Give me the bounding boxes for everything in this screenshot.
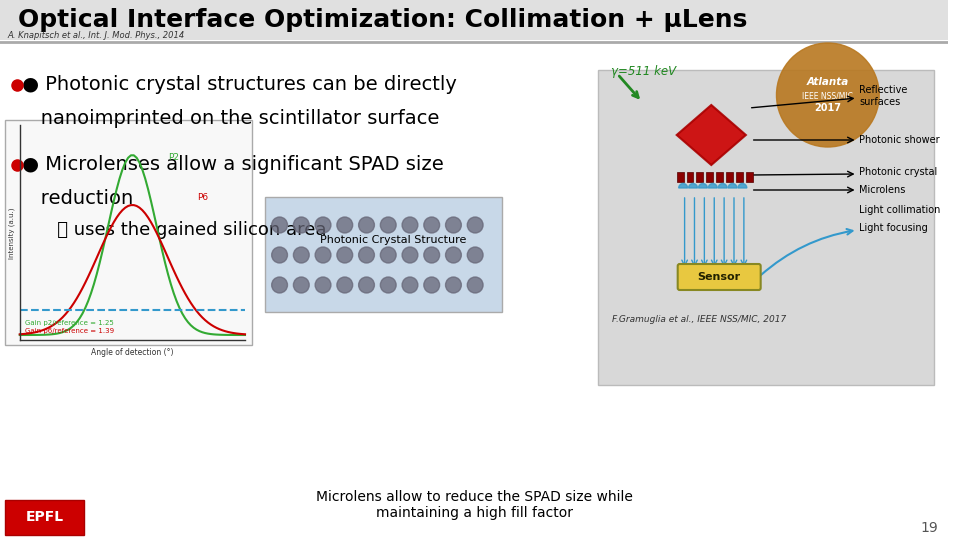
Text: F.Gramuglia et al., IEEE NSS/MIC, 2017: F.Gramuglia et al., IEEE NSS/MIC, 2017: [612, 315, 787, 325]
FancyBboxPatch shape: [677, 172, 684, 182]
Text: Angle of detection (°): Angle of detection (°): [91, 348, 174, 357]
Polygon shape: [738, 184, 747, 188]
Text: 19: 19: [921, 521, 939, 535]
FancyBboxPatch shape: [736, 172, 743, 182]
Circle shape: [423, 277, 440, 293]
Circle shape: [294, 247, 309, 263]
FancyBboxPatch shape: [598, 70, 933, 385]
Text: 2017: 2017: [814, 103, 841, 113]
Text: Gain p2/reference = 1.25: Gain p2/reference = 1.25: [25, 320, 113, 326]
Circle shape: [294, 217, 309, 233]
Text: P2: P2: [168, 153, 179, 162]
Text: Reflective
surfaces: Reflective surfaces: [859, 85, 908, 107]
FancyBboxPatch shape: [678, 264, 760, 290]
Circle shape: [468, 277, 483, 293]
Circle shape: [402, 217, 418, 233]
Polygon shape: [728, 184, 737, 188]
FancyBboxPatch shape: [0, 0, 948, 40]
Text: P6: P6: [198, 193, 208, 202]
Circle shape: [777, 43, 879, 147]
Circle shape: [272, 217, 287, 233]
Text: Gain p6/reference = 1.39: Gain p6/reference = 1.39: [25, 328, 114, 334]
Circle shape: [315, 247, 331, 263]
Text: Intensity (a.u.): Intensity (a.u.): [9, 207, 15, 259]
Text: γ=511 keV: γ=511 keV: [611, 65, 676, 78]
Text: ● Microlenses allow a significant SPAD size: ● Microlenses allow a significant SPAD s…: [22, 156, 444, 174]
FancyBboxPatch shape: [265, 197, 502, 312]
Text: nanoimprinted on the scintillator surface: nanoimprinted on the scintillator surfac…: [22, 109, 439, 127]
Circle shape: [337, 247, 352, 263]
Text: Microlens allow to reduce the SPAD size while
maintaining a high fill factor: Microlens allow to reduce the SPAD size …: [316, 490, 633, 520]
Text: Sensor: Sensor: [698, 272, 741, 282]
FancyBboxPatch shape: [5, 500, 84, 535]
Circle shape: [359, 247, 374, 263]
Circle shape: [337, 277, 352, 293]
Circle shape: [402, 277, 418, 293]
Text: A. Knapitsch et al., Int. J. Mod. Phys., 2014: A. Knapitsch et al., Int. J. Mod. Phys.,…: [8, 30, 185, 39]
FancyBboxPatch shape: [686, 172, 693, 182]
FancyBboxPatch shape: [716, 172, 723, 182]
Text: Atlanta: Atlanta: [806, 77, 849, 87]
Circle shape: [445, 247, 462, 263]
Text: ⮞ uses the gained silicon area: ⮞ uses the gained silicon area: [39, 221, 326, 239]
Circle shape: [315, 277, 331, 293]
Circle shape: [359, 217, 374, 233]
Circle shape: [380, 277, 396, 293]
Text: Optical Interface Optimization: Collimation + μLens: Optical Interface Optimization: Collimat…: [18, 8, 747, 32]
FancyBboxPatch shape: [746, 172, 753, 182]
Circle shape: [445, 277, 462, 293]
Circle shape: [294, 277, 309, 293]
Text: Photonic shower: Photonic shower: [859, 135, 940, 145]
Circle shape: [468, 217, 483, 233]
Polygon shape: [677, 105, 746, 165]
Text: IEEE NSS/MIC: IEEE NSS/MIC: [803, 91, 853, 100]
Polygon shape: [699, 184, 708, 188]
Text: Light collimation: Light collimation: [859, 205, 941, 215]
Circle shape: [272, 247, 287, 263]
Text: reduction: reduction: [22, 188, 133, 207]
Circle shape: [272, 277, 287, 293]
Text: EPFL: EPFL: [25, 510, 63, 524]
FancyBboxPatch shape: [726, 172, 733, 182]
Text: Photonic Crystal Structure: Photonic Crystal Structure: [320, 235, 467, 245]
Circle shape: [337, 217, 352, 233]
Circle shape: [315, 217, 331, 233]
Circle shape: [423, 217, 440, 233]
Circle shape: [445, 217, 462, 233]
Circle shape: [380, 247, 396, 263]
Circle shape: [402, 247, 418, 263]
FancyBboxPatch shape: [5, 120, 252, 345]
FancyBboxPatch shape: [707, 172, 713, 182]
Circle shape: [468, 247, 483, 263]
Polygon shape: [679, 184, 687, 188]
Circle shape: [359, 277, 374, 293]
Text: ● Photonic crystal structures can be directly: ● Photonic crystal structures can be dir…: [22, 76, 457, 94]
Polygon shape: [688, 184, 698, 188]
Circle shape: [423, 247, 440, 263]
FancyBboxPatch shape: [696, 172, 704, 182]
Circle shape: [380, 217, 396, 233]
Polygon shape: [718, 184, 727, 188]
Text: Microlens: Microlens: [859, 185, 906, 195]
Text: Photonic crystal: Photonic crystal: [859, 167, 938, 177]
Polygon shape: [708, 184, 717, 188]
Text: Light focusing: Light focusing: [859, 223, 928, 233]
